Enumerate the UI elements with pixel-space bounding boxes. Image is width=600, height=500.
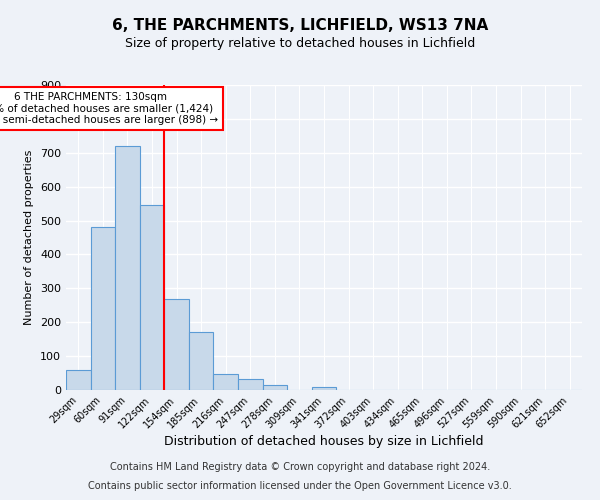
Text: 6, THE PARCHMENTS, LICHFIELD, WS13 7NA: 6, THE PARCHMENTS, LICHFIELD, WS13 7NA [112, 18, 488, 32]
Bar [66, 370, 91, 390]
Bar [263, 385, 287, 390]
Bar [214, 374, 238, 390]
Bar [238, 379, 263, 390]
Bar [164, 298, 189, 390]
X-axis label: Distribution of detached houses by size in Lichfield: Distribution of detached houses by size … [164, 436, 484, 448]
Bar [115, 146, 140, 390]
Bar [140, 206, 164, 390]
Text: Contains HM Land Registry data © Crown copyright and database right 2024.: Contains HM Land Registry data © Crown c… [110, 462, 490, 472]
Y-axis label: Number of detached properties: Number of detached properties [25, 150, 34, 325]
Text: Size of property relative to detached houses in Lichfield: Size of property relative to detached ho… [125, 38, 475, 51]
Text: Contains public sector information licensed under the Open Government Licence v3: Contains public sector information licen… [88, 481, 512, 491]
Bar [312, 388, 336, 390]
Text: 6 THE PARCHMENTS: 130sqm
← 61% of detached houses are smaller (1,424)
38% of sem: 6 THE PARCHMENTS: 130sqm ← 61% of detach… [0, 92, 218, 125]
Bar [91, 228, 115, 390]
Bar [189, 332, 214, 390]
